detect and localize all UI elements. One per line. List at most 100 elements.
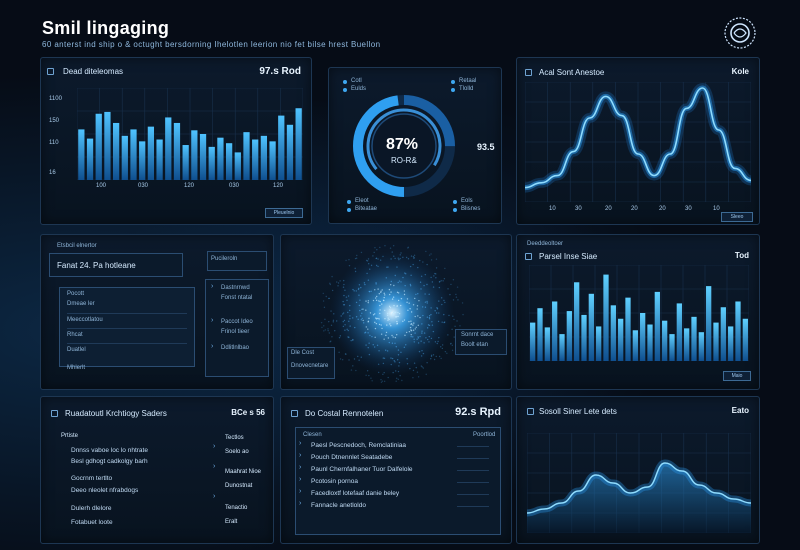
- sphere-particle: [381, 303, 383, 305]
- box-item: Dmeae ler: [67, 301, 95, 307]
- sphere-particle: [380, 381, 383, 384]
- panel-action-button[interactable]: Sleeo: [721, 212, 753, 222]
- right-item[interactable]: Eralt: [225, 519, 238, 525]
- sphere-particle: [409, 308, 411, 310]
- sphere-particle: [371, 380, 373, 382]
- right-item[interactable]: Tenactio: [225, 505, 248, 511]
- form-row[interactable]: Duatlel: [67, 347, 86, 353]
- list-item[interactable]: Deeo nleolet nfrabdogs: [71, 487, 139, 494]
- gauge-arc: [353, 95, 455, 197]
- sphere-particle: [364, 283, 366, 286]
- sphere-particle: [417, 376, 420, 378]
- sphere-particle: [345, 353, 347, 355]
- sphere-particle: [354, 270, 357, 273]
- sphere-particle: [421, 366, 423, 368]
- list-item[interactable]: Fannacle anetloldo: [311, 502, 366, 509]
- sphere-glow: [330, 251, 454, 375]
- sphere-particle: [331, 289, 334, 292]
- sphere-particle: [374, 247, 376, 249]
- side-item[interactable]: Dastnrnwd: [221, 285, 250, 291]
- sphere-particle: [420, 288, 422, 290]
- right-item[interactable]: Dunostnat: [225, 483, 253, 489]
- form-row[interactable]: Rhcat: [67, 332, 83, 338]
- list-item[interactable]: Pouch Dtnennlet Seatadebe: [311, 454, 393, 461]
- sphere-particle: [435, 277, 437, 279]
- sphere-particle: [430, 276, 432, 279]
- form-row[interactable]: Meeccotlatou: [67, 317, 103, 323]
- chart-bar: [603, 274, 609, 361]
- list-item[interactable]: Paesl Pescnedoch, Remclatiniaa: [311, 442, 407, 449]
- x-tick: 120: [273, 183, 284, 189]
- panel-action-button[interactable]: Maio: [723, 371, 751, 381]
- side-item[interactable]: Paccot Ideo: [221, 319, 253, 325]
- form-row[interactable]: Mhlerlt: [67, 365, 86, 371]
- chevron-icon: ›: [299, 452, 302, 459]
- chart-bar: [243, 132, 250, 180]
- sphere-particle: [402, 320, 404, 322]
- chart-bar: [559, 334, 565, 361]
- chart-bar: [728, 326, 734, 361]
- x-tick: 10: [713, 206, 720, 212]
- list-item[interactable]: Besl gdhogt cadkolgy barh: [71, 458, 148, 465]
- sphere-particle: [421, 323, 423, 325]
- chart-bar: [698, 332, 704, 361]
- list-item[interactable]: Gocrnm tertlto: [71, 475, 113, 482]
- x-tick: 20: [605, 206, 612, 212]
- sphere-particle: [377, 317, 379, 320]
- sphere-particle: [358, 284, 361, 286]
- sphere-particle: [407, 246, 410, 248]
- sphere-particle: [426, 283, 428, 286]
- sphere-particle: [384, 317, 386, 320]
- sphere-particle: [459, 325, 461, 327]
- sphere-particle: [338, 336, 341, 339]
- list-item[interactable]: Fotabuet loote: [71, 519, 113, 526]
- sphere-particle: [395, 346, 397, 348]
- right-item[interactable]: Tectlos: [225, 435, 244, 441]
- legend-label: Retaal: [459, 78, 477, 84]
- side-item[interactable]: Fonst ntatal: [221, 295, 253, 301]
- sphere-particle: [457, 299, 459, 301]
- list-item[interactable]: Dnnss vaboe loc lo nhtrate: [71, 447, 148, 454]
- list-item[interactable]: Paunl Chernfalhaner Tuor Dalfelole: [311, 466, 413, 473]
- sphere-particle: [420, 365, 423, 367]
- panel-square-icon: [527, 408, 534, 415]
- chevron-icon: ›: [299, 440, 302, 447]
- sphere-particle: [405, 331, 408, 334]
- sphere-particle: [387, 266, 389, 268]
- panel-square-icon: [291, 410, 298, 417]
- sphere-particle: [437, 320, 440, 323]
- sphere-particle: [367, 321, 369, 323]
- sphere-particle: [359, 299, 361, 301]
- sphere-particle: [367, 332, 369, 334]
- chart-bar: [182, 145, 189, 180]
- sphere-particle: [455, 293, 457, 296]
- list-row-line: [457, 506, 489, 507]
- sphere-particle: [347, 311, 349, 314]
- sphere-particle: [443, 278, 446, 280]
- list-item[interactable]: Pcotosin pornoa: [311, 478, 358, 485]
- sphere-particle: [383, 380, 386, 383]
- sphere-particle: [392, 336, 394, 338]
- side-item[interactable]: Ddlitlnlbao: [221, 345, 250, 351]
- logo-icon[interactable]: [722, 15, 758, 51]
- sphere-particle: [379, 259, 382, 261]
- sphere-particle: [396, 266, 398, 268]
- sphere-particle: [400, 252, 402, 254]
- side-item[interactable]: Frinol tieer: [221, 329, 250, 335]
- sphere-particle: [344, 329, 346, 331]
- right-item[interactable]: Maahrat Nioe: [225, 469, 262, 475]
- list-item[interactable]: Dulerh dlelore: [71, 505, 112, 512]
- right-item[interactable]: Soelo ao: [225, 449, 249, 455]
- sphere-particle: [377, 371, 380, 374]
- sphere-particle: [336, 281, 338, 283]
- list-item[interactable]: Facedloxtf lotefaaf danie beley: [311, 490, 400, 497]
- sphere-particle: [435, 258, 438, 260]
- chevron-icon: ›: [213, 463, 216, 470]
- gauge-ring: [353, 95, 455, 197]
- panel-action-button[interactable]: Pleuelnio: [265, 208, 303, 218]
- sphere-particle: [367, 346, 369, 349]
- sphere-particle: [413, 341, 415, 343]
- info-side-box: [205, 279, 269, 377]
- sphere-particle: [421, 330, 423, 332]
- sphere-particle: [382, 362, 385, 365]
